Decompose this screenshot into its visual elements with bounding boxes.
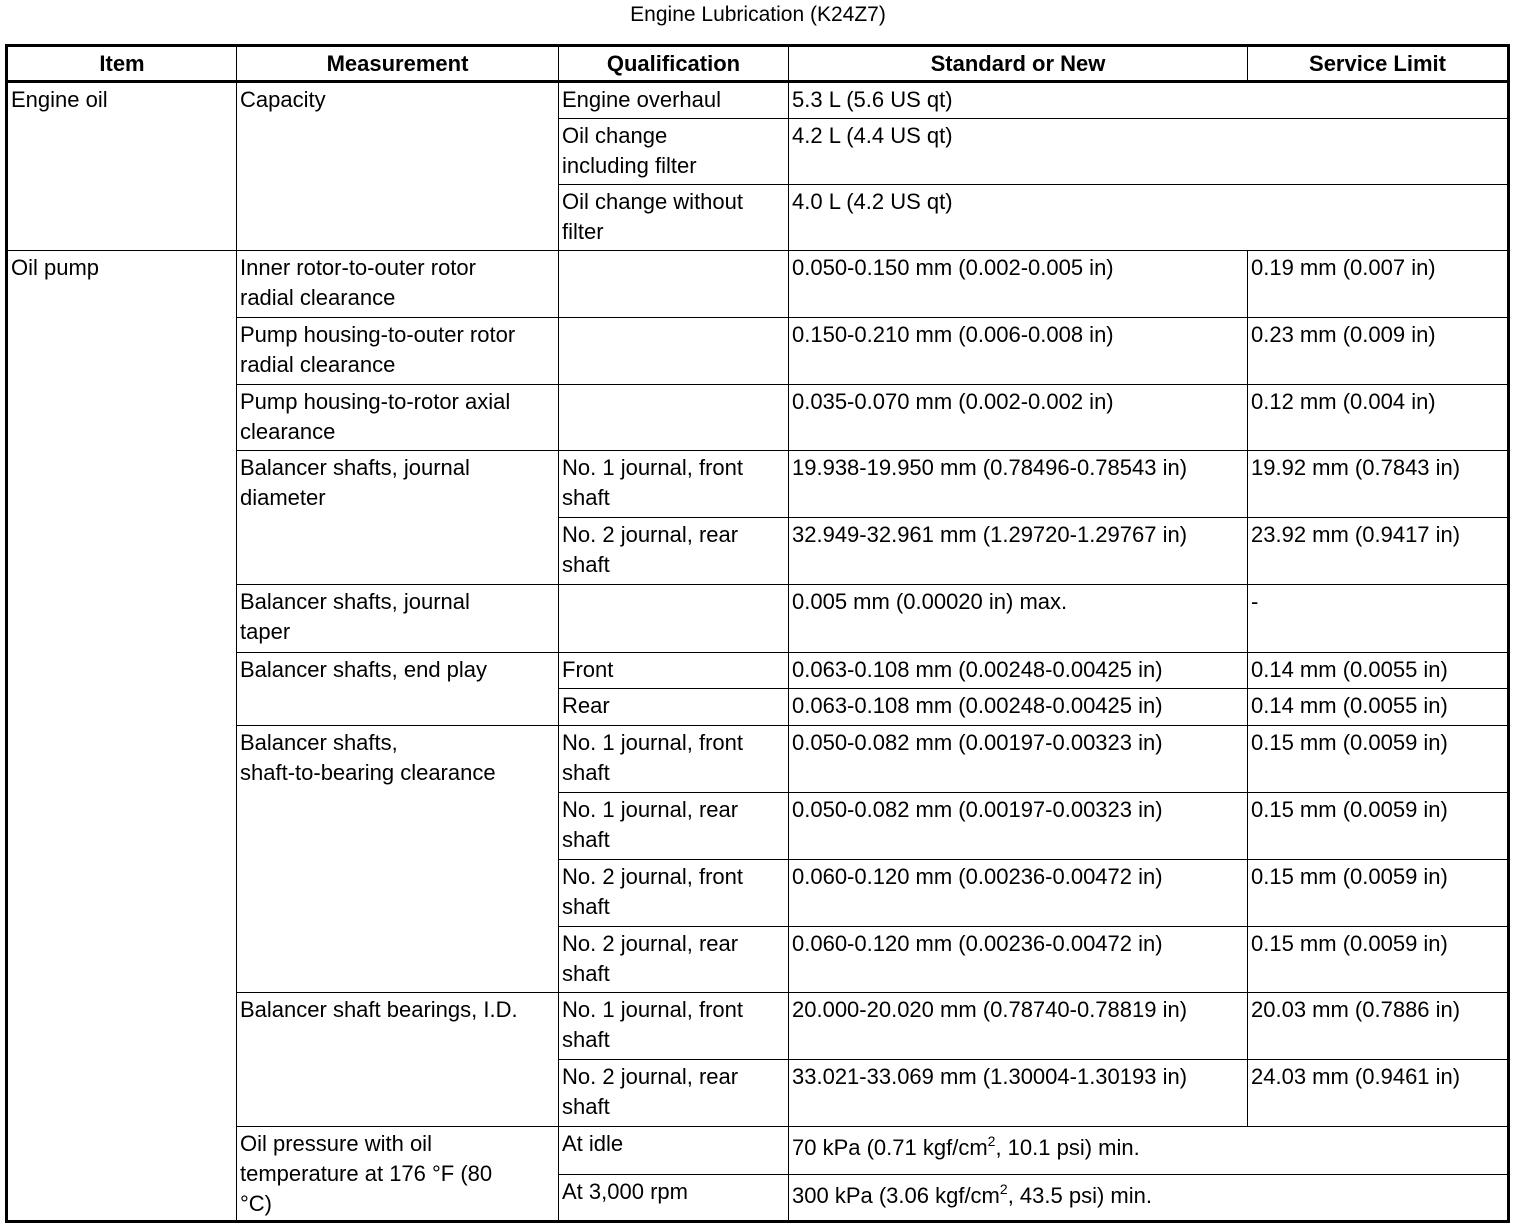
standard-cell: 70 kPa (0.71 kgf/cm2, 10.1 psi) min. bbox=[788, 1126, 1509, 1175]
header-qualification: Qualification bbox=[558, 45, 789, 83]
limit-cell: 0.14 mm (0.0055 in) bbox=[1247, 652, 1509, 689]
qualification-cell: Oil change including filter bbox=[558, 118, 789, 185]
table-row: No. 2 journal, rear shaft 32.949-32.961 … bbox=[7, 517, 1509, 585]
limit-cell: 0.15 mm (0.0059 in) bbox=[1247, 725, 1509, 793]
table-row: No. 2 journal, front shaft 0.060-0.120 m… bbox=[7, 859, 1509, 927]
standard-cell: 33.021-33.069 mm (1.30004-1.30193 in) bbox=[788, 1059, 1248, 1127]
item-cell: Engine oil bbox=[6, 81, 237, 251]
limit-cell: 24.03 mm (0.9461 in) bbox=[1247, 1059, 1509, 1127]
superscript: 2 bbox=[999, 1181, 1008, 1197]
measurement-cell: Balancer shafts, journal taper bbox=[236, 584, 559, 653]
table-row: Balancer shafts, shaft-to-bearing cleara… bbox=[7, 725, 1509, 993]
standard-cell: 0.050-0.150 mm (0.002-0.005 in) bbox=[788, 250, 1248, 318]
table-row: Balancer shafts, end play Front 0.063-0.… bbox=[7, 652, 1509, 726]
measurement-cell: Balancer shafts, journal diameter bbox=[236, 450, 559, 585]
qualification-cell bbox=[558, 317, 789, 385]
limit-cell: 23.92 mm (0.9417 in) bbox=[1247, 517, 1509, 585]
limit-cell: 0.19 mm (0.007 in) bbox=[1247, 250, 1509, 318]
standard-cell: 0.050-0.082 mm (0.00197-0.00323 in) bbox=[788, 792, 1248, 860]
limit-cell: 20.03 mm (0.7886 in) bbox=[1247, 992, 1509, 1060]
standard-text: , 10.1 psi) min. bbox=[995, 1135, 1140, 1160]
qualification-cell: No. 2 journal, front shaft bbox=[558, 859, 789, 927]
measurement-cell: Inner rotor-to-outer rotor radial cleara… bbox=[236, 250, 559, 318]
header-measurement: Measurement bbox=[236, 45, 559, 83]
table-row: Oil change including filter 4.2 L (4.4 U… bbox=[7, 118, 1509, 185]
qualification-cell: No. 2 journal, rear shaft bbox=[558, 517, 789, 585]
standard-cell: 0.063-0.108 mm (0.00248-0.00425 in) bbox=[788, 652, 1248, 689]
item-cell: Oil pump bbox=[6, 250, 237, 1222]
table-row: Balancer shaft bearings, I.D. No. 1 jour… bbox=[7, 992, 1509, 1127]
limit-cell: 0.14 mm (0.0055 in) bbox=[1247, 688, 1509, 726]
limit-cell: 0.23 mm (0.009 in) bbox=[1247, 317, 1509, 385]
standard-cell: 19.938-19.950 mm (0.78496-0.78543 in) bbox=[788, 450, 1248, 518]
standard-cell: 0.035-0.070 mm (0.002-0.002 in) bbox=[788, 384, 1248, 451]
measurement-cell: Pump housing-to-outer rotor radial clear… bbox=[236, 317, 559, 385]
header-item: Item bbox=[6, 45, 237, 83]
standard-cell: 300 kPa (3.06 kgf/cm2, 43.5 psi) min. bbox=[788, 1174, 1509, 1222]
qualification-cell: No. 1 journal, rear shaft bbox=[558, 792, 789, 860]
header-row: Item Measurement Qualification Standard … bbox=[6, 45, 1509, 83]
table-row: Oil pump Inner rotor-to-outer rotor radi… bbox=[6, 250, 1509, 1222]
header-standard: Standard or New bbox=[788, 45, 1248, 83]
table-row: No. 1 journal, rear shaft 0.050-0.082 mm… bbox=[7, 792, 1509, 860]
standard-cell: 0.060-0.120 mm (0.00236-0.00472 in) bbox=[788, 926, 1248, 993]
standard-cell: 20.000-20.020 mm (0.78740-0.78819 in) bbox=[788, 992, 1248, 1060]
qualification-cell bbox=[558, 250, 789, 318]
measurement-cell: Balancer shaft bearings, I.D. bbox=[236, 992, 559, 1127]
qualification-cell: At idle bbox=[558, 1126, 789, 1175]
standard-cell: 0.060-0.120 mm (0.00236-0.00472 in) bbox=[788, 859, 1248, 927]
measurement-cell: Pump housing-to-rotor axial clearance bbox=[236, 384, 559, 451]
measurement-cell: Balancer shafts, end play bbox=[236, 652, 559, 726]
table-row: Engine oil Capacity Engine overhaul 5.3 … bbox=[6, 81, 1509, 251]
qualification-cell: No. 1 journal, front shaft bbox=[558, 992, 789, 1060]
qualification-cell: No. 2 journal, rear shaft bbox=[558, 1059, 789, 1127]
standard-cell: 4.0 L (4.2 US qt) bbox=[788, 184, 1509, 251]
document-title: Engine Lubrication (K24Z7) bbox=[630, 3, 886, 26]
qualification-cell bbox=[558, 384, 789, 451]
table-row: Oil pressure with oil temperature at 176… bbox=[7, 1126, 1509, 1222]
header-service-limit: Service Limit bbox=[1247, 45, 1509, 83]
limit-cell: - bbox=[1247, 584, 1509, 653]
limit-cell: 0.12 mm (0.004 in) bbox=[1247, 384, 1509, 451]
qualification-cell: Rear bbox=[558, 688, 789, 726]
qualification-cell: Front bbox=[558, 652, 789, 689]
standard-cell: 0.063-0.108 mm (0.00248-0.00425 in) bbox=[788, 688, 1248, 726]
table-row: Oil change without filter 4.0 L (4.2 US … bbox=[7, 184, 1509, 251]
limit-cell: 19.92 mm (0.7843 in) bbox=[1247, 450, 1509, 518]
specs-table: Item Measurement Qualification Standard … bbox=[5, 44, 1510, 1223]
qualification-cell bbox=[558, 584, 789, 653]
standard-cell: 5.3 L (5.6 US qt) bbox=[788, 81, 1509, 119]
qualification-cell: Oil change without filter bbox=[558, 184, 789, 251]
limit-cell: 0.15 mm (0.0059 in) bbox=[1247, 859, 1509, 927]
standard-cell: 32.949-32.961 mm (1.29720-1.29767 in) bbox=[788, 517, 1248, 585]
measurement-cell: Capacity bbox=[236, 81, 559, 251]
qualification-cell: Engine overhaul bbox=[558, 81, 789, 119]
standard-text: 300 kPa (3.06 kgf/cm bbox=[792, 1183, 1000, 1208]
standard-cell: 0.050-0.082 mm (0.00197-0.00323 in) bbox=[788, 725, 1248, 793]
measurement-cell: Oil pressure with oil temperature at 176… bbox=[236, 1126, 559, 1222]
limit-cell: 0.15 mm (0.0059 in) bbox=[1247, 926, 1509, 993]
standard-cell: 0.005 mm (0.00020 in) max. bbox=[788, 584, 1248, 653]
table-row: At 3,000 rpm 300 kPa (3.06 kgf/cm2, 43.5… bbox=[7, 1174, 1509, 1222]
qualification-cell: No. 2 journal, rear shaft bbox=[558, 926, 789, 993]
standard-cell: 0.150-0.210 mm (0.006-0.008 in) bbox=[788, 317, 1248, 385]
measurement-cell: Balancer shafts, shaft-to-bearing cleara… bbox=[236, 725, 559, 993]
qualification-cell: No. 1 journal, front shaft bbox=[558, 450, 789, 518]
qualification-cell: No. 1 journal, front shaft bbox=[558, 725, 789, 793]
table-row: Pump housing-to-outer rotor radial clear… bbox=[7, 317, 1509, 385]
table-row: No. 2 journal, rear shaft 0.060-0.120 mm… bbox=[7, 926, 1509, 993]
standard-text: 70 kPa (0.71 kgf/cm bbox=[792, 1135, 988, 1160]
table-row: No. 2 journal, rear shaft 33.021-33.069 … bbox=[7, 1059, 1509, 1127]
standard-cell: 4.2 L (4.4 US qt) bbox=[788, 118, 1509, 185]
standard-text: , 43.5 psi) min. bbox=[1007, 1183, 1152, 1208]
limit-cell: 0.15 mm (0.0059 in) bbox=[1247, 792, 1509, 860]
qualification-cell: At 3,000 rpm bbox=[558, 1174, 789, 1222]
superscript: 2 bbox=[987, 1133, 996, 1149]
table-row: Balancer shafts, journal diameter No. 1 … bbox=[7, 450, 1509, 585]
